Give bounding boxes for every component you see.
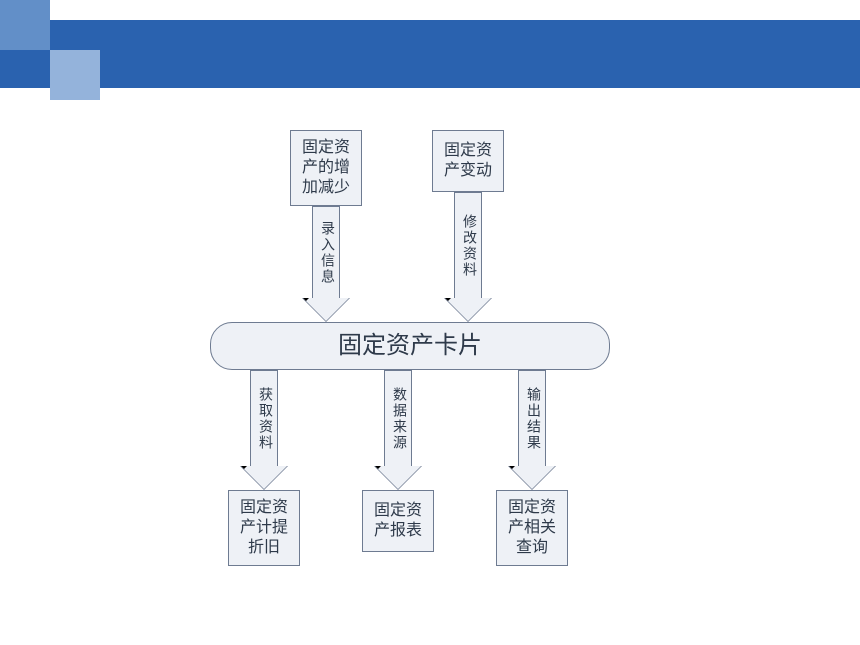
edge-label: 获取资料 <box>254 387 274 451</box>
node-bottom-2: 固定资 产报表 <box>362 490 434 552</box>
node-bottom-1: 固定资 产计提 折旧 <box>228 490 300 566</box>
edge-input-info: 录入信息 <box>312 206 340 322</box>
node-center: 固定资产卡片 <box>210 322 610 370</box>
header-corner-1 <box>0 0 50 50</box>
node-label: 固定资 产的增 加减少 <box>302 138 350 198</box>
edge-output-result: 输出结果 <box>518 370 546 490</box>
flowchart: 固定资 产的增 加减少 固定资 产变动 固定资产卡片 固定资 产计提 折旧 固定… <box>210 130 650 610</box>
edge-modify-data: 修改资料 <box>454 192 482 322</box>
header-corner-2 <box>50 50 100 100</box>
edge-label: 数据来源 <box>388 387 408 451</box>
edge-fetch-data: 获取资料 <box>250 370 278 490</box>
node-top-2: 固定资 产变动 <box>432 130 504 192</box>
node-label: 固定资 产相关 查询 <box>508 498 556 558</box>
edge-label: 录入信息 <box>316 221 336 285</box>
node-label: 固定资 产计提 折旧 <box>240 498 288 558</box>
edge-data-source: 数据来源 <box>384 370 412 490</box>
node-label: 固定资 产变动 <box>444 141 492 181</box>
node-label: 固定资 产报表 <box>374 501 422 541</box>
node-top-1: 固定资 产的增 加减少 <box>290 130 362 206</box>
edge-label: 修改资料 <box>458 214 478 278</box>
node-label: 固定资产卡片 <box>338 331 482 361</box>
node-bottom-3: 固定资 产相关 查询 <box>496 490 568 566</box>
edge-label: 输出结果 <box>522 387 542 451</box>
header-bar <box>0 20 860 88</box>
